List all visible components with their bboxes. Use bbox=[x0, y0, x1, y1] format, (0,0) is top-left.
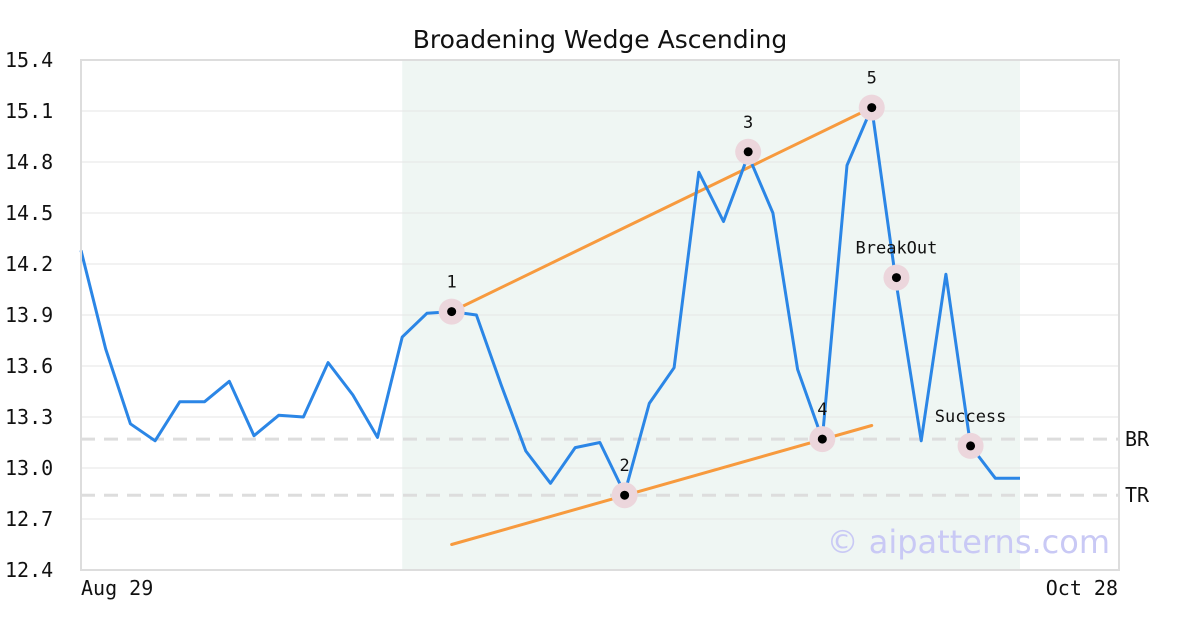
y-tick-label: 14.8 bbox=[5, 150, 53, 174]
marker-dot-breakout bbox=[891, 273, 901, 283]
plot-frame bbox=[80, 59, 1120, 571]
marker-label-2: 2 bbox=[620, 456, 630, 476]
x-tick-start: Aug 29 bbox=[81, 576, 153, 600]
price-line bbox=[79, 106, 1020, 495]
pattern-markers: 1 2 3 4 5 BreakOut Success bbox=[438, 69, 1007, 509]
y-tick-label: 14.5 bbox=[5, 201, 53, 225]
y-tick-label: 13.3 bbox=[5, 405, 53, 429]
level-label-tr: TR bbox=[1125, 483, 1150, 507]
trendlines bbox=[450, 106, 874, 546]
marker-dot-1 bbox=[447, 307, 457, 317]
marker-dot-4 bbox=[817, 434, 827, 444]
y-tick-label: 12.7 bbox=[5, 507, 53, 531]
y-tick-label: 14.2 bbox=[5, 252, 53, 276]
y-tick-label: 13.6 bbox=[5, 354, 53, 378]
watermark: © aipatterns.com bbox=[827, 523, 1110, 561]
chart-title: Broadening Wedge Ascending bbox=[413, 25, 788, 54]
marker-label-5: 5 bbox=[867, 69, 877, 89]
marker-dot-success bbox=[966, 441, 976, 451]
y-axis-ticks: 15.4 15.1 14.8 14.5 14.2 13.9 13.6 13.3 13.0 12.7… bbox=[5, 48, 53, 582]
marker-dot-3 bbox=[743, 147, 753, 157]
y-tick-label: 15.1 bbox=[5, 99, 53, 123]
y-tick-label: 13.0 bbox=[5, 456, 53, 480]
y-tick-label: 15.4 bbox=[5, 48, 53, 72]
level-label-br: BR bbox=[1125, 427, 1150, 451]
marker-dot-5 bbox=[867, 103, 877, 113]
trendline-lower bbox=[450, 424, 874, 546]
marker-label-1: 1 bbox=[447, 273, 457, 293]
trendline-upper bbox=[450, 106, 874, 314]
marker-label-4: 4 bbox=[817, 400, 827, 420]
y-tick-label: 13.9 bbox=[5, 303, 53, 327]
x-tick-end: Oct 28 bbox=[1046, 576, 1118, 600]
level-lines: BR TR bbox=[81, 427, 1150, 507]
marker-label-breakout: BreakOut bbox=[856, 239, 938, 259]
marker-dot-2 bbox=[620, 490, 630, 500]
marker-label-success: Success bbox=[935, 407, 1007, 427]
marker-label-3: 3 bbox=[743, 113, 753, 133]
y-tick-label: 12.4 bbox=[5, 558, 53, 582]
